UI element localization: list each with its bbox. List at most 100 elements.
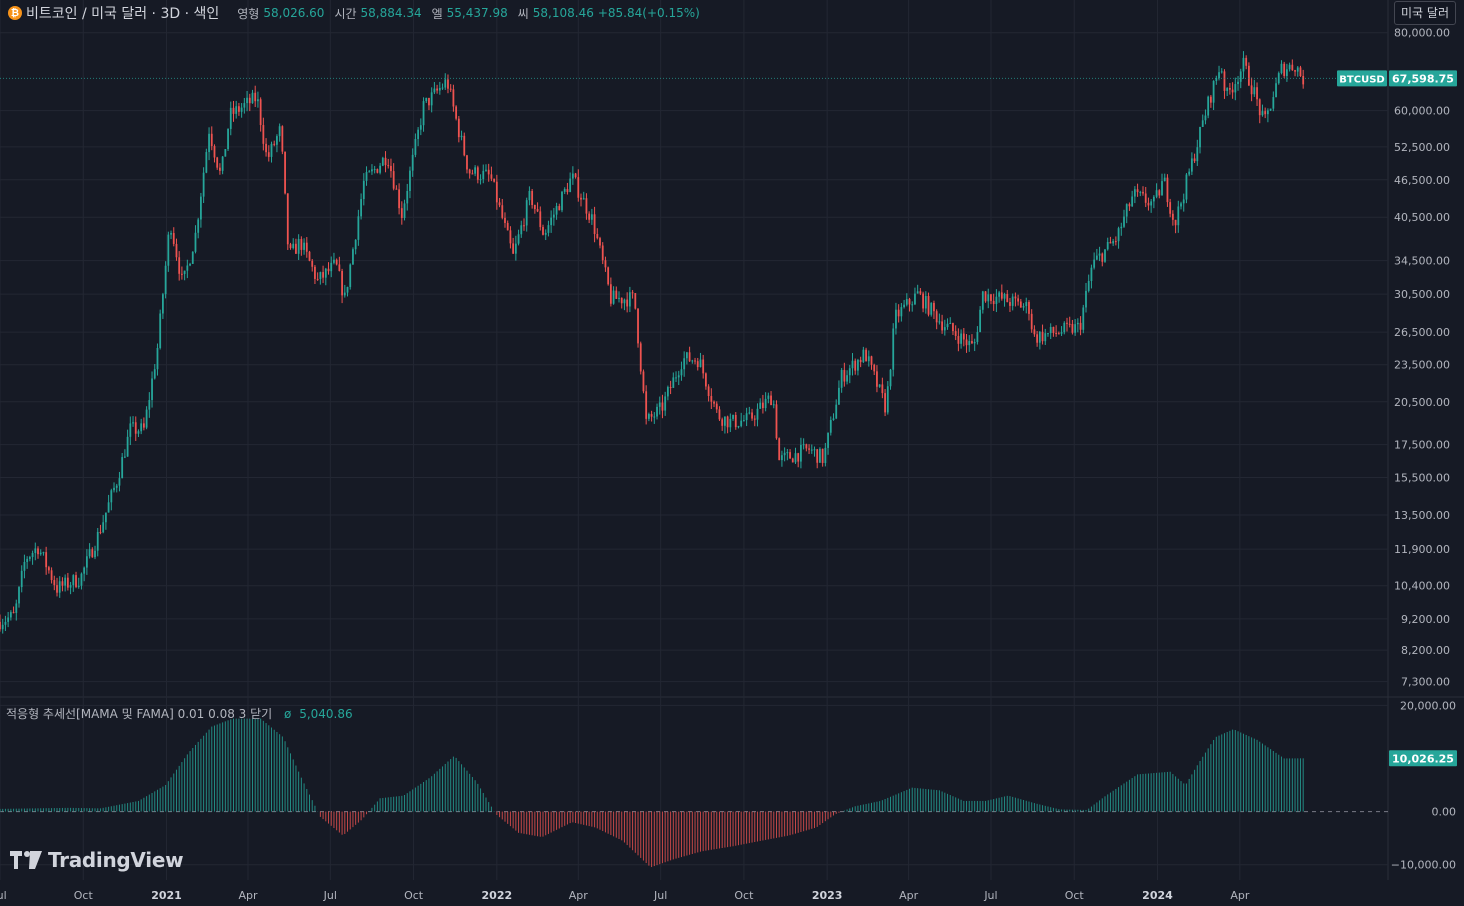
candle-body	[400, 208, 403, 218]
candle-body	[531, 190, 534, 205]
candle-body	[547, 225, 550, 233]
candle-body	[1163, 177, 1166, 182]
candle-body	[968, 341, 971, 346]
candle-body	[1055, 332, 1058, 334]
candle-body	[129, 423, 132, 437]
candle-body	[246, 97, 248, 104]
candle-body	[151, 378, 153, 401]
candle-body	[878, 384, 881, 387]
candle-body	[1182, 199, 1185, 204]
price-tick-label: 40,500.00	[1394, 211, 1450, 224]
candle-body	[362, 180, 365, 200]
candle-body	[620, 297, 623, 304]
symbol-tag-bg	[1337, 70, 1387, 87]
candle-body	[80, 573, 83, 586]
candle-body	[1256, 87, 1258, 100]
candle-body	[493, 178, 496, 182]
candle-body	[783, 452, 786, 456]
candle-body	[482, 170, 485, 180]
candle-body	[468, 169, 471, 174]
candle-body	[1106, 241, 1109, 250]
candle-body	[642, 371, 645, 392]
candle-body	[39, 552, 42, 555]
candle-body	[202, 172, 205, 197]
price-tick-label: 15,500.00	[1394, 472, 1450, 485]
candle-body	[789, 452, 791, 459]
candle-body	[1044, 333, 1047, 342]
candle-body	[623, 299, 626, 304]
candle-body	[156, 348, 159, 370]
candle-body	[319, 272, 322, 279]
candle-body	[444, 79, 447, 88]
candle-body	[110, 490, 113, 503]
candle-body	[566, 189, 569, 193]
last-price-tag-bg	[1389, 70, 1457, 87]
candle-body	[889, 369, 892, 387]
candle-body	[824, 447, 827, 464]
candle-body	[145, 409, 148, 428]
candle-body	[205, 152, 208, 173]
candle-body	[704, 373, 707, 387]
candle-body	[628, 292, 631, 307]
candle-body	[539, 211, 542, 228]
candle-body	[552, 214, 555, 218]
candle-body	[45, 552, 48, 568]
candle-body	[1030, 313, 1033, 330]
candle-body	[1207, 96, 1210, 116]
candle-body	[91, 549, 94, 558]
candle-body	[1226, 88, 1229, 91]
candle-body	[191, 251, 194, 264]
candle-body	[832, 418, 835, 421]
candle-body	[392, 171, 395, 189]
candle-body	[786, 452, 789, 454]
candle-body	[83, 567, 86, 574]
candle-body	[848, 368, 851, 376]
candle-body	[210, 133, 213, 147]
candle-body	[1038, 331, 1041, 343]
candle-body	[343, 292, 346, 296]
candle-body	[914, 293, 916, 305]
time-tick-label: 2023	[812, 889, 843, 902]
candle-body	[113, 487, 115, 491]
candle-body	[368, 171, 371, 173]
candle-body	[1009, 302, 1011, 306]
candle-body	[778, 438, 781, 461]
candle-body	[1223, 71, 1226, 91]
candle-body	[240, 107, 243, 112]
candle-body	[1047, 333, 1049, 335]
candle-body	[1258, 99, 1261, 116]
candle-body	[487, 169, 490, 175]
candle-body	[626, 299, 629, 307]
candle-body	[957, 336, 960, 344]
candle-body	[571, 173, 574, 179]
candle-body	[653, 416, 656, 418]
indicator-legend[interactable]: 적응형 추세선[MAMA 및 FAMA] 0.01 0.08 3 닫기 ø 5,…	[6, 705, 353, 722]
candle-body	[718, 409, 721, 420]
candle-body	[514, 243, 517, 254]
candle-body	[75, 575, 77, 587]
indicator-symbol: ø	[284, 707, 292, 721]
tradingview-logo[interactable]: TradingView	[10, 848, 184, 872]
candle-body	[876, 371, 878, 387]
candle-body	[140, 423, 143, 432]
candle-body	[403, 203, 406, 218]
candle-body	[772, 404, 775, 406]
candle-body	[28, 557, 31, 559]
time-tick-label: Oct	[74, 889, 94, 902]
candle-body	[911, 304, 914, 306]
candle-body	[352, 249, 354, 265]
candle-body	[897, 309, 900, 317]
candle-body	[159, 313, 162, 349]
candle-body	[607, 267, 610, 285]
candle-body	[1025, 302, 1028, 307]
candle-body	[286, 193, 289, 245]
symbol-title[interactable]: 비트코인 / 미국 달러 · 3D · 색인	[26, 6, 220, 22]
currency-button[interactable]: 미국 달러	[1394, 1, 1456, 25]
low-label: 엘	[431, 6, 443, 21]
candle-body	[430, 92, 433, 106]
candle-body	[835, 404, 838, 419]
candle-body	[1296, 67, 1299, 72]
candle-body	[973, 341, 976, 344]
candle-body	[1215, 78, 1218, 81]
